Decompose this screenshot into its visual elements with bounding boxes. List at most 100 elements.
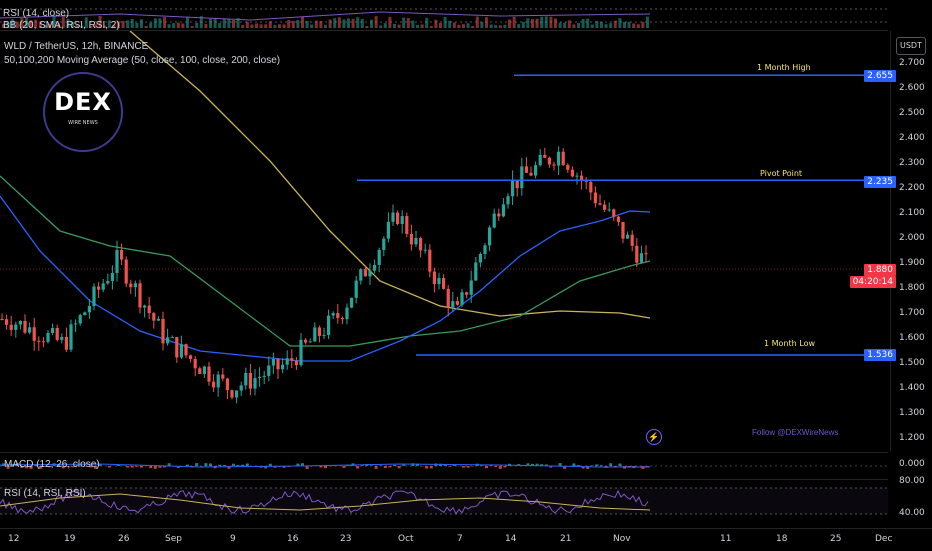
macd-bar [135, 466, 138, 467]
volume-bar [522, 22, 525, 28]
candle-body [286, 358, 289, 365]
price-axis-tick: 1.900 [899, 258, 925, 268]
candle-body [594, 193, 597, 204]
rsi-lower-value: 40.00 [899, 508, 925, 518]
symbol-title: WLD / TetherUS, 12h, BINANCE [4, 41, 148, 52]
macd-pane[interactable]: MACD (12, 26, close) [0, 452, 888, 479]
candle-body [424, 250, 427, 251]
macd-bar [154, 466, 157, 469]
time-axis-tick: 25 [830, 534, 841, 544]
rsi-graph [0, 480, 888, 528]
time-axis-tick: Oct [398, 534, 414, 544]
volume-bar [172, 23, 175, 28]
candle-body [5, 319, 8, 325]
macd-bar [467, 466, 470, 468]
volume-bar [572, 24, 575, 28]
macd-bar [126, 466, 129, 468]
lightning-icon[interactable]: ⚡ [646, 429, 662, 445]
ma100-line [0, 176, 650, 346]
candle-body [566, 165, 569, 170]
candle-body [309, 341, 312, 342]
candle-body [129, 284, 132, 288]
macd-bar [559, 463, 562, 466]
volume-bar [140, 19, 143, 28]
candle-body [295, 361, 298, 365]
candle-body [644, 253, 647, 254]
volume-bar [628, 22, 631, 28]
volume-bar [559, 23, 562, 28]
candle-body [405, 216, 408, 234]
candle-body [217, 375, 220, 388]
volume-bar [586, 19, 589, 28]
candle-body [19, 321, 22, 324]
volume-bar [549, 17, 552, 28]
time-axis-tick: 11 [720, 534, 731, 544]
rsi-pane[interactable]: RSI (14, RSI, RSI) [0, 479, 888, 528]
candle-body [148, 306, 151, 313]
macd-bar [430, 466, 433, 468]
candle-body [322, 335, 325, 336]
candle-body [437, 278, 440, 284]
macd-bar [342, 466, 345, 468]
volume-bar [402, 18, 405, 28]
time-axis-tick: 14 [505, 534, 516, 544]
volume-bar [536, 19, 539, 28]
price-axis-tick: 2.600 [899, 83, 925, 93]
volume-bar [296, 20, 299, 28]
candle-body [460, 292, 463, 305]
volume-bar [490, 25, 493, 28]
candle-body [539, 155, 542, 165]
macd-bar [108, 466, 111, 468]
moving-average-legend[interactable]: 50,100,200 Moving Average (50, close, 10… [4, 55, 280, 66]
candle-body [92, 287, 95, 306]
candle-body [97, 287, 100, 290]
price-axis-tick: 1.600 [899, 333, 925, 343]
volume-bar [319, 21, 322, 28]
candle-body [543, 155, 546, 158]
candle-body [313, 327, 316, 341]
candle-body [336, 313, 339, 318]
volume-bar [181, 24, 184, 28]
macd-bar [131, 466, 134, 468]
volume-bar [582, 19, 585, 28]
month-high-label: 1 Month High [757, 63, 811, 72]
volume-bar [591, 25, 594, 28]
candle-body [355, 281, 358, 298]
time-axis-tick: 9 [230, 534, 236, 544]
candle-body [318, 327, 321, 335]
candle-body [598, 203, 601, 204]
volume-bar [356, 17, 359, 28]
macd-bar [388, 466, 391, 467]
candle-body [207, 367, 210, 382]
candle-body [83, 312, 86, 315]
candle-body [640, 253, 643, 262]
top-indicator-graph [0, 0, 888, 30]
candle-body [603, 205, 606, 210]
candle-body [378, 250, 381, 265]
volume-bar [214, 18, 217, 28]
candle-body [221, 375, 224, 379]
top-indicator-rsi-label: RSI (14, close) [3, 8, 69, 19]
macd-bar [237, 465, 240, 466]
candle-body [166, 337, 169, 343]
candle-body [359, 269, 362, 281]
macd-bar [209, 464, 212, 466]
volume-bar [352, 19, 355, 28]
volume-bar [563, 23, 566, 28]
macd-bar [398, 466, 401, 468]
candle-body [364, 269, 367, 276]
volume-bar [485, 17, 488, 28]
volume-bar [163, 17, 166, 28]
candle-body [272, 359, 275, 366]
candle-body [506, 196, 509, 204]
macd-label: MACD (12, 26, close) [4, 459, 100, 470]
macd-graph [0, 453, 888, 479]
time-axis-tick: 21 [560, 534, 571, 544]
time-axis-tick: 18 [776, 534, 787, 544]
volume-bar [168, 24, 171, 28]
volume-bar [508, 20, 511, 28]
price-chart[interactable] [0, 31, 888, 451]
candle-body [65, 337, 68, 350]
